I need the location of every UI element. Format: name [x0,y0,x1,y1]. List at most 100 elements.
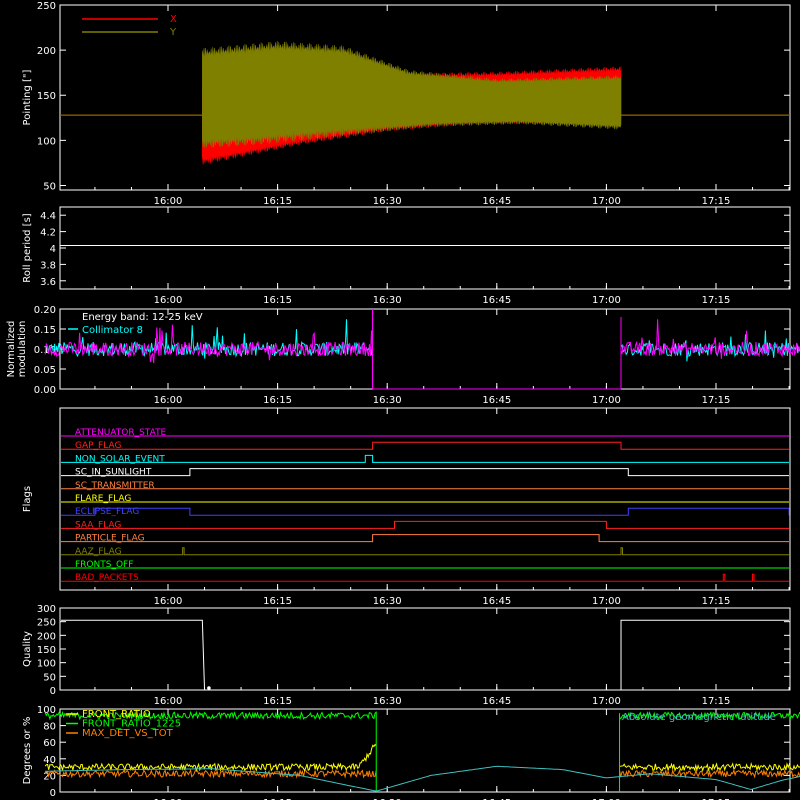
flag-trace-bad_packets [61,573,789,582]
flag-trace-particle_flag [61,534,789,543]
panel-frame [59,4,791,191]
y-tick-label: 0 [50,788,56,799]
y-tick-label: 100 [37,136,56,147]
x-tick-label: 17:00 [592,696,621,707]
x-tick-label: 16:15 [263,395,292,406]
x-tick-label: 16:00 [154,696,183,707]
y-axis-label: Roll period [s] [22,213,33,282]
x-tick-label: 16:15 [263,798,292,800]
y-tick-label: 3.8 [40,260,56,271]
y-tick-label: 150 [37,645,56,656]
panel-frame [59,708,791,793]
y-axis-label: Degrees or % [22,717,33,785]
x-tick-label: 16:45 [482,596,511,607]
y-tick-label: 4.4 [40,211,56,222]
legend-label-front_ratio_1225: FRONT_RATIO_1225 [82,719,181,730]
y-axis-label: Pointing ["] [22,69,33,125]
panel-5: 16:00 16:15 16:30 16:45 17:00 17:15 Quality 0 50… [22,604,791,707]
flag-trace-saa_flag [61,520,789,529]
flag-trace-aaz_flag [61,547,789,556]
panel-1: 16:00 16:15 16:30 16:45 17:00 17:15 Pointing [… [22,1,791,207]
flag-label-flare_flag: FLARE_FLAG [75,494,131,504]
y-tick-label: 0.00 [34,385,56,396]
x-tick-label: 16:15 [263,196,292,207]
panel-frame [59,407,791,591]
flag-label-sc_transmitter: SC_TRANSMITTER [75,481,155,491]
series-max_det_vs_tot [45,768,800,779]
x-tick-label: 16:30 [373,596,402,607]
modulation-series-1 [44,319,800,364]
panel-6: 16:00 16:15 16:30 16:45 17:00 17:15 Degrees or… [22,705,800,800]
y-tick-label: 250 [37,618,56,629]
x-tick-label: 16:00 [154,295,183,306]
flag-label-gap_flag: GAP_FLAG [75,441,121,451]
x-tick-label: 17:00 [592,596,621,607]
x-tick-label: 17:15 [702,596,731,607]
y-tick-label: 50 [43,672,56,683]
y-axis-label: modulation [17,321,28,378]
y-tick-label: 60 [43,738,56,749]
x-tick-label: 16:15 [263,696,292,707]
y-tick-label: 40 [43,755,56,766]
flag-label-non_solar_event: NON_SOLAR_EVENT [75,454,165,464]
legend-label-max_det_vs_tot: MAX_DET_VS_TOT [82,728,174,739]
panel-4: 16:00 16:15 16:30 16:45 17:00 17:15 Flags ATTEN… [22,407,791,607]
x-tick-label: 16:30 [373,696,402,707]
y-tick-label: 200 [37,631,56,642]
x-tick-label: 16:30 [373,295,402,306]
series-geomagnetic-latitude [45,765,800,792]
x-tick-label: 16:00 [154,596,183,607]
x-tick-label: 16:45 [482,295,511,306]
flag-label-aaz_flag: AAZ_FLAG [75,547,122,557]
flag-label-sc_in_sunlight: SC_IN_SUNLIGHT [75,468,152,478]
series-front_ratio_1225 [44,710,800,721]
x-tick-label: 16:15 [263,596,292,607]
modulation-annotation: Energy band: 12-25 keV [82,312,203,323]
y-axis-label: Quality [22,631,33,667]
flag-label-bad_packets: BAD_PACKETS [75,573,139,583]
x-tick-label: 17:15 [702,798,731,800]
y-tick-label: 3.6 [40,277,56,288]
y-tick-label: 0.10 [34,345,56,356]
quality-marker [207,686,211,690]
x-tick-label: 17:00 [592,798,621,800]
series-front_ratio [44,743,800,773]
x-tick-label: 16:00 [154,798,183,800]
legend-label-Y: Y [169,27,177,38]
x-tick-label: 17:15 [702,696,731,707]
x-tick-label: 17:15 [702,295,731,306]
x-tick-label: 16:45 [482,798,511,800]
y-tick-label: 0.20 [34,305,56,316]
x-tick-label: 16:00 [154,196,183,207]
y-tick-label: 100 [37,705,56,716]
x-tick-label: 17:15 [702,196,731,207]
flag-trace-non_solar_event [61,454,789,463]
quality-trace [61,619,789,691]
legend-label-front_ratio: FRONT_RATIO [82,709,151,720]
y-tick-label: 150 [37,91,56,102]
x-tick-label: 16:00 [154,395,183,406]
x-tick-label: 16:45 [482,395,511,406]
flag-label-attenuator_state: ATTENUATOR_STATE [75,428,167,438]
x-tick-label: 17:00 [592,196,621,207]
flag-label-eclipse_flag: ECLIPSE_FLAG [75,507,139,517]
y-tick-label: 4.2 [40,228,56,239]
y-axis-label: Flags [22,486,33,512]
flag-label-saa_flag: SAA_FLAG [75,520,121,530]
x-tick-label: 16:30 [373,798,402,800]
x-tick-label: 16:30 [373,395,402,406]
x-tick-label: 17:00 [592,295,621,306]
x-tick-label: 16:45 [482,696,511,707]
y-tick-label: 50 [43,181,56,192]
y-tick-label: 250 [37,1,56,12]
y-tick-label: 300 [37,604,56,615]
y-axis-label: Normalized [6,321,17,378]
x-tick-label: 16:15 [263,295,292,306]
y-tick-label: 20 [43,771,56,782]
flag-trace-gap_flag [61,441,789,450]
y-tick-label: 200 [37,46,56,57]
geomagnetic-annotation: Absolute geomagnetic latitude [622,712,776,723]
x-tick-label: 16:45 [482,196,511,207]
panel-2: 16:00 16:15 16:30 16:45 17:00 17:15 Roll perio… [22,206,791,306]
